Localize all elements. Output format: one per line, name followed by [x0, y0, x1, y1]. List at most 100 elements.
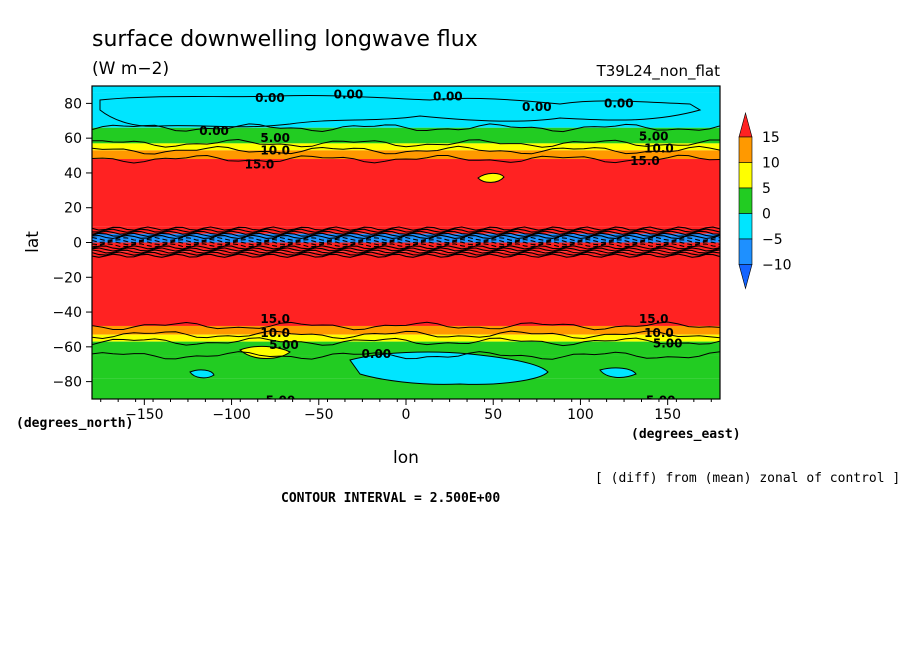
equatorial-contour	[92, 251, 720, 256]
colorbar-segment	[738, 136, 753, 163]
colorbar-segment	[738, 162, 753, 189]
units-label: (W m−2)	[92, 59, 169, 79]
x-tick-label: 100	[567, 407, 594, 423]
zonal-band	[92, 233, 720, 243]
y-tick-label: −20	[52, 270, 82, 286]
contour-label: 15.0	[630, 154, 660, 168]
contour-label: 15.0	[260, 312, 290, 326]
x-tick-label: 150	[654, 407, 681, 423]
contour-line	[92, 154, 720, 164]
contour-label: 10.0	[644, 142, 674, 156]
y-tick-label: 20	[64, 201, 82, 217]
contour-interval-label: CONTOUR INTERVAL = 2.500E+00	[281, 491, 500, 506]
colorbar: −10 −5 0 5 10 15	[738, 111, 792, 290]
equatorial-contour	[92, 238, 720, 244]
contour-label: 10.0	[260, 143, 290, 157]
contour-line	[92, 321, 720, 331]
contour-label: 5.00	[269, 338, 299, 352]
equatorial-contour	[92, 226, 720, 231]
contour-label: 0.00	[334, 88, 364, 102]
contour-label: 0.00	[362, 347, 392, 361]
contour-lines	[92, 123, 720, 360]
contour-line	[92, 145, 720, 155]
zonal-band	[92, 334, 720, 342]
colorbar-segment	[738, 238, 753, 265]
equatorial-contour	[92, 234, 720, 240]
zonal-band	[92, 127, 720, 144]
contour-label: 5.00	[639, 129, 669, 143]
colorbar-label: 10	[762, 156, 780, 172]
zonal-band	[92, 150, 720, 160]
chart-title: surface downwelling longwave flux	[92, 27, 478, 52]
contour-label: 5.00	[260, 131, 290, 145]
y-axis-ticks: 80 60 40 20 0 −20 −40 −60 −80	[52, 96, 92, 391]
arctic-negative-region	[99, 94, 702, 128]
equatorial-contour	[92, 247, 720, 252]
contour-line	[92, 330, 720, 340]
y-tick-label: −40	[52, 305, 82, 321]
y-tick-label: 40	[64, 166, 82, 182]
colorbar-segment	[738, 213, 753, 240]
y-unit-label: (degrees_north)	[16, 416, 133, 431]
x-axis-label: lon	[393, 448, 419, 468]
x-unit-label: (degrees_east)	[631, 427, 741, 442]
colorbar-segment	[738, 187, 753, 214]
run-label: T39L24_non_flat	[596, 62, 721, 81]
equatorial-contour	[92, 243, 720, 248]
y-tick-label: 80	[64, 96, 82, 112]
y-tick-label: −60	[52, 340, 82, 356]
colorbar-label: 5	[762, 181, 771, 197]
equatorial-contour	[92, 253, 720, 258]
colorbar-label: −5	[762, 232, 783, 248]
contour-line	[92, 138, 720, 148]
y-axis-label: lat	[23, 231, 43, 253]
contour-label: 5.00	[646, 394, 676, 408]
contour-label: 10.0	[644, 326, 674, 340]
x-tick-label: 50	[484, 407, 502, 423]
colorbar-under-arrow	[738, 264, 753, 290]
contour-label: 15.0	[639, 312, 669, 326]
zonal-band	[92, 378, 720, 399]
contour-label: 0.00	[199, 124, 229, 138]
diff-note: [ (diff) from (mean) zonal of control ]	[595, 471, 900, 486]
zonal-band	[92, 226, 720, 234]
y-tick-label: 0	[73, 236, 82, 252]
contour-label: 5.00	[266, 394, 296, 408]
y-tick-label: 60	[64, 131, 82, 147]
equatorial-contour	[92, 245, 720, 250]
x-tick-label: 0	[402, 407, 411, 423]
contour-line	[92, 337, 720, 347]
contour-line	[92, 123, 720, 133]
y-tick-label: −80	[52, 375, 82, 391]
contour-label: 0.00	[433, 89, 463, 103]
equatorial-contour-lines	[92, 226, 720, 258]
colorbar-over-arrow	[738, 111, 753, 138]
sh-yellow-patch	[239, 345, 291, 359]
contour-line	[92, 351, 720, 360]
zonal-band	[92, 251, 720, 326]
contour-label: 10.0	[260, 326, 290, 340]
equatorial-contour	[92, 236, 720, 242]
colorbar-label: 15	[762, 130, 780, 146]
midlat-orange-patch	[477, 172, 505, 183]
x-tick-label: −50	[304, 407, 334, 423]
x-axis-ticks: −150 −100 −50 0 50 100 150	[100, 399, 712, 423]
colorbar-label: −10	[762, 258, 792, 274]
x-tick-label: −100	[212, 407, 250, 423]
contour-label: 0.00	[522, 100, 552, 114]
contour-label: 15.0	[245, 157, 275, 171]
zonal-band	[92, 86, 720, 93]
antarctic-small-patch	[189, 369, 215, 379]
zonal-band	[92, 159, 720, 227]
antarctic-negative-region	[349, 351, 549, 385]
contour-label: 5.00	[653, 336, 683, 350]
contour-label: 0.00	[604, 96, 634, 110]
equatorial-contour	[92, 232, 720, 237]
contour-features	[92, 94, 720, 385]
zonal-band	[92, 325, 720, 335]
equatorial-contour	[92, 228, 720, 233]
x-tick-label: −150	[125, 407, 163, 423]
